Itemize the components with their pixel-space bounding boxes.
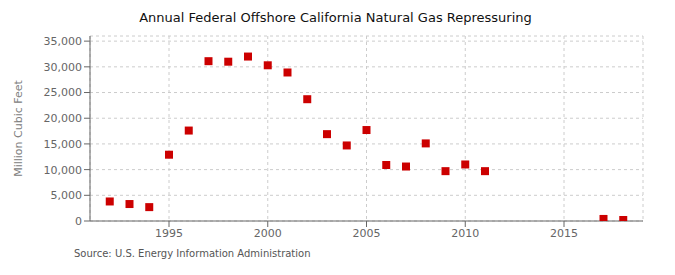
svg-text:5,000: 5,000 [51,189,83,202]
svg-text:2010: 2010 [451,227,479,240]
html-text:Source: U.S. Energy Informatio: Source: U.S. Energy Information Administ… [74,248,311,259]
svg-text:2015: 2015 [550,227,578,240]
svg-text:30,000: 30,000 [44,61,83,74]
svg-text:2000: 2000 [254,227,282,240]
svg-text:15,000: 15,000 [44,138,83,151]
svg-text:10,000: 10,000 [44,164,83,177]
html-text:Annual Federal Offshore Califo: Annual Federal Offshore California Natur… [139,10,532,25]
svg-text:0: 0 [75,215,82,228]
svg-text:Million Cubic Feet: Million Cubic Feet [12,79,25,176]
svg-text:20,000: 20,000 [44,112,83,125]
svg-text:1995: 1995 [155,227,183,240]
svg-text:25,000: 25,000 [44,86,83,99]
svg-text:2005: 2005 [353,227,381,240]
svg-text:35,000: 35,000 [44,35,83,48]
